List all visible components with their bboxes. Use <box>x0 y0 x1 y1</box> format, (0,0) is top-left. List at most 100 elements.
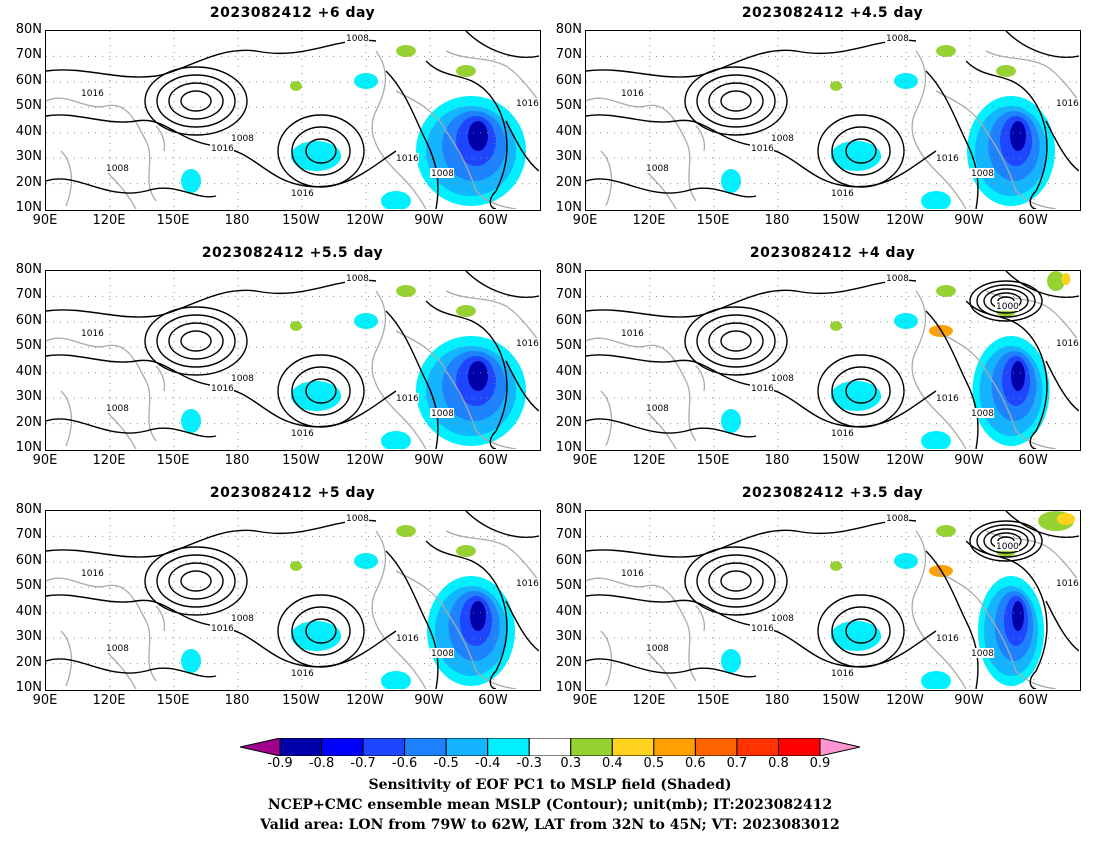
contour-label-bg <box>645 643 669 653</box>
lat-tick-label: 30N <box>555 389 582 405</box>
shading-blob <box>290 561 302 571</box>
coastline <box>155 605 166 632</box>
coastline <box>695 365 706 392</box>
lon-tick-label: 90E <box>572 213 598 228</box>
contour <box>1045 600 1079 652</box>
contour <box>46 418 217 438</box>
colorbar-box <box>445 737 489 757</box>
contour <box>305 138 337 164</box>
coastline <box>105 170 137 209</box>
coastline <box>60 150 73 207</box>
caption-line-3: Valid area: LON from 79W to 62W, LAT fro… <box>260 817 840 833</box>
contour <box>305 618 337 644</box>
contour-label: 1008 <box>971 169 994 179</box>
lon-tick-label: 120W <box>886 453 924 468</box>
contour-label-bg <box>620 568 644 578</box>
contour-label: 1008 <box>431 409 454 419</box>
contour-label: 1008 <box>231 374 254 384</box>
contour <box>983 288 1029 314</box>
coastline <box>911 50 967 209</box>
colorbar-triangle-low <box>239 737 281 757</box>
shading-blob <box>291 141 341 171</box>
contour <box>708 562 764 600</box>
lon-tick-label: 90W <box>414 453 444 468</box>
lat-tick-label: 40N <box>15 123 42 139</box>
lon-tick-label: 150E <box>696 213 730 228</box>
shading-layer <box>721 45 1055 209</box>
coastline <box>985 50 1079 102</box>
contour-label-bg <box>750 383 774 393</box>
lon-tick-label: 150E <box>156 213 190 228</box>
lon-tick-label: 150W <box>822 453 860 468</box>
lat-tick-label: 30N <box>15 629 42 645</box>
panel-title: 2023082412 +4.5 day <box>741 5 924 21</box>
lat-tick-label: 80N <box>555 262 582 277</box>
panel-title: 2023082412 +6 day <box>209 5 376 21</box>
shading-blob <box>396 525 416 537</box>
colorbar-box <box>528 737 572 757</box>
contour <box>385 310 439 449</box>
coastline <box>105 410 137 449</box>
contour-label: 1016 <box>81 329 104 339</box>
colorbar-tick-label: 0.7 <box>726 756 748 771</box>
lat-tick-label: 20N <box>555 414 582 430</box>
colorbar-triangle-high <box>819 737 861 757</box>
map-frame: 1008 1016 1016 1008 1016 1016 1008 1016 1008 <box>45 30 541 211</box>
shading-blob <box>1057 513 1075 525</box>
shading-blob <box>381 431 411 449</box>
colorbar-box <box>279 737 323 757</box>
contour <box>586 418 757 438</box>
lon-tick-label: 180 <box>224 453 250 468</box>
shading-blob <box>290 321 302 331</box>
contour-label: 1008 <box>646 404 669 414</box>
lat-tick-label: 50N <box>15 98 42 114</box>
contour <box>291 366 351 416</box>
colorbar-box <box>321 737 364 757</box>
contour <box>845 378 877 404</box>
lat-tick-label: 20N <box>15 414 42 430</box>
lat-tick-label: 20N <box>15 174 42 190</box>
coastline <box>695 605 706 632</box>
shading-blob <box>721 409 741 433</box>
coastline <box>46 337 157 442</box>
coastline <box>645 650 677 689</box>
contour-layer <box>46 271 539 449</box>
contour <box>696 74 776 128</box>
shading-blob <box>921 191 951 209</box>
contour <box>505 360 539 412</box>
colorbar-tick-label: 0.5 <box>643 756 665 771</box>
contour-label-bg <box>230 613 254 623</box>
shading-blob <box>721 169 741 193</box>
contour <box>586 519 917 558</box>
contour-label-bg <box>345 273 369 283</box>
lon-tick-label: 150E <box>696 693 730 708</box>
contour <box>425 300 508 449</box>
shading-blob <box>181 649 201 673</box>
contour-label: 1008 <box>886 274 909 284</box>
lon-tick-label: 120E <box>632 453 666 468</box>
coastline <box>911 530 967 689</box>
contour <box>144 546 248 616</box>
contour-label-bg <box>885 33 909 43</box>
coastline <box>445 290 539 342</box>
panel-1: 2023082412 +6 day 1008 1016 1016 1008 1016 10… <box>0 5 545 235</box>
contour-label: 1016 <box>936 634 959 644</box>
contour-label: 1008 <box>231 614 254 624</box>
coastline <box>46 577 157 682</box>
coastline <box>586 577 697 682</box>
contour <box>965 300 1048 449</box>
lon-tick-label: 120W <box>346 693 384 708</box>
contour-label-bg <box>230 133 254 143</box>
contour-label-bg <box>210 383 234 393</box>
shading-blob <box>921 431 951 449</box>
lon-tick-label: 120E <box>92 693 126 708</box>
lat-tick-label: 50N <box>15 578 42 594</box>
colorbar-box <box>777 737 821 757</box>
lat-tick-label: 50N <box>15 338 42 354</box>
lon-tick-label: 120W <box>886 213 924 228</box>
shading-blob <box>921 671 951 689</box>
shading-blob <box>1047 271 1065 291</box>
contour <box>305 378 337 404</box>
contour-label-bg <box>395 633 419 643</box>
